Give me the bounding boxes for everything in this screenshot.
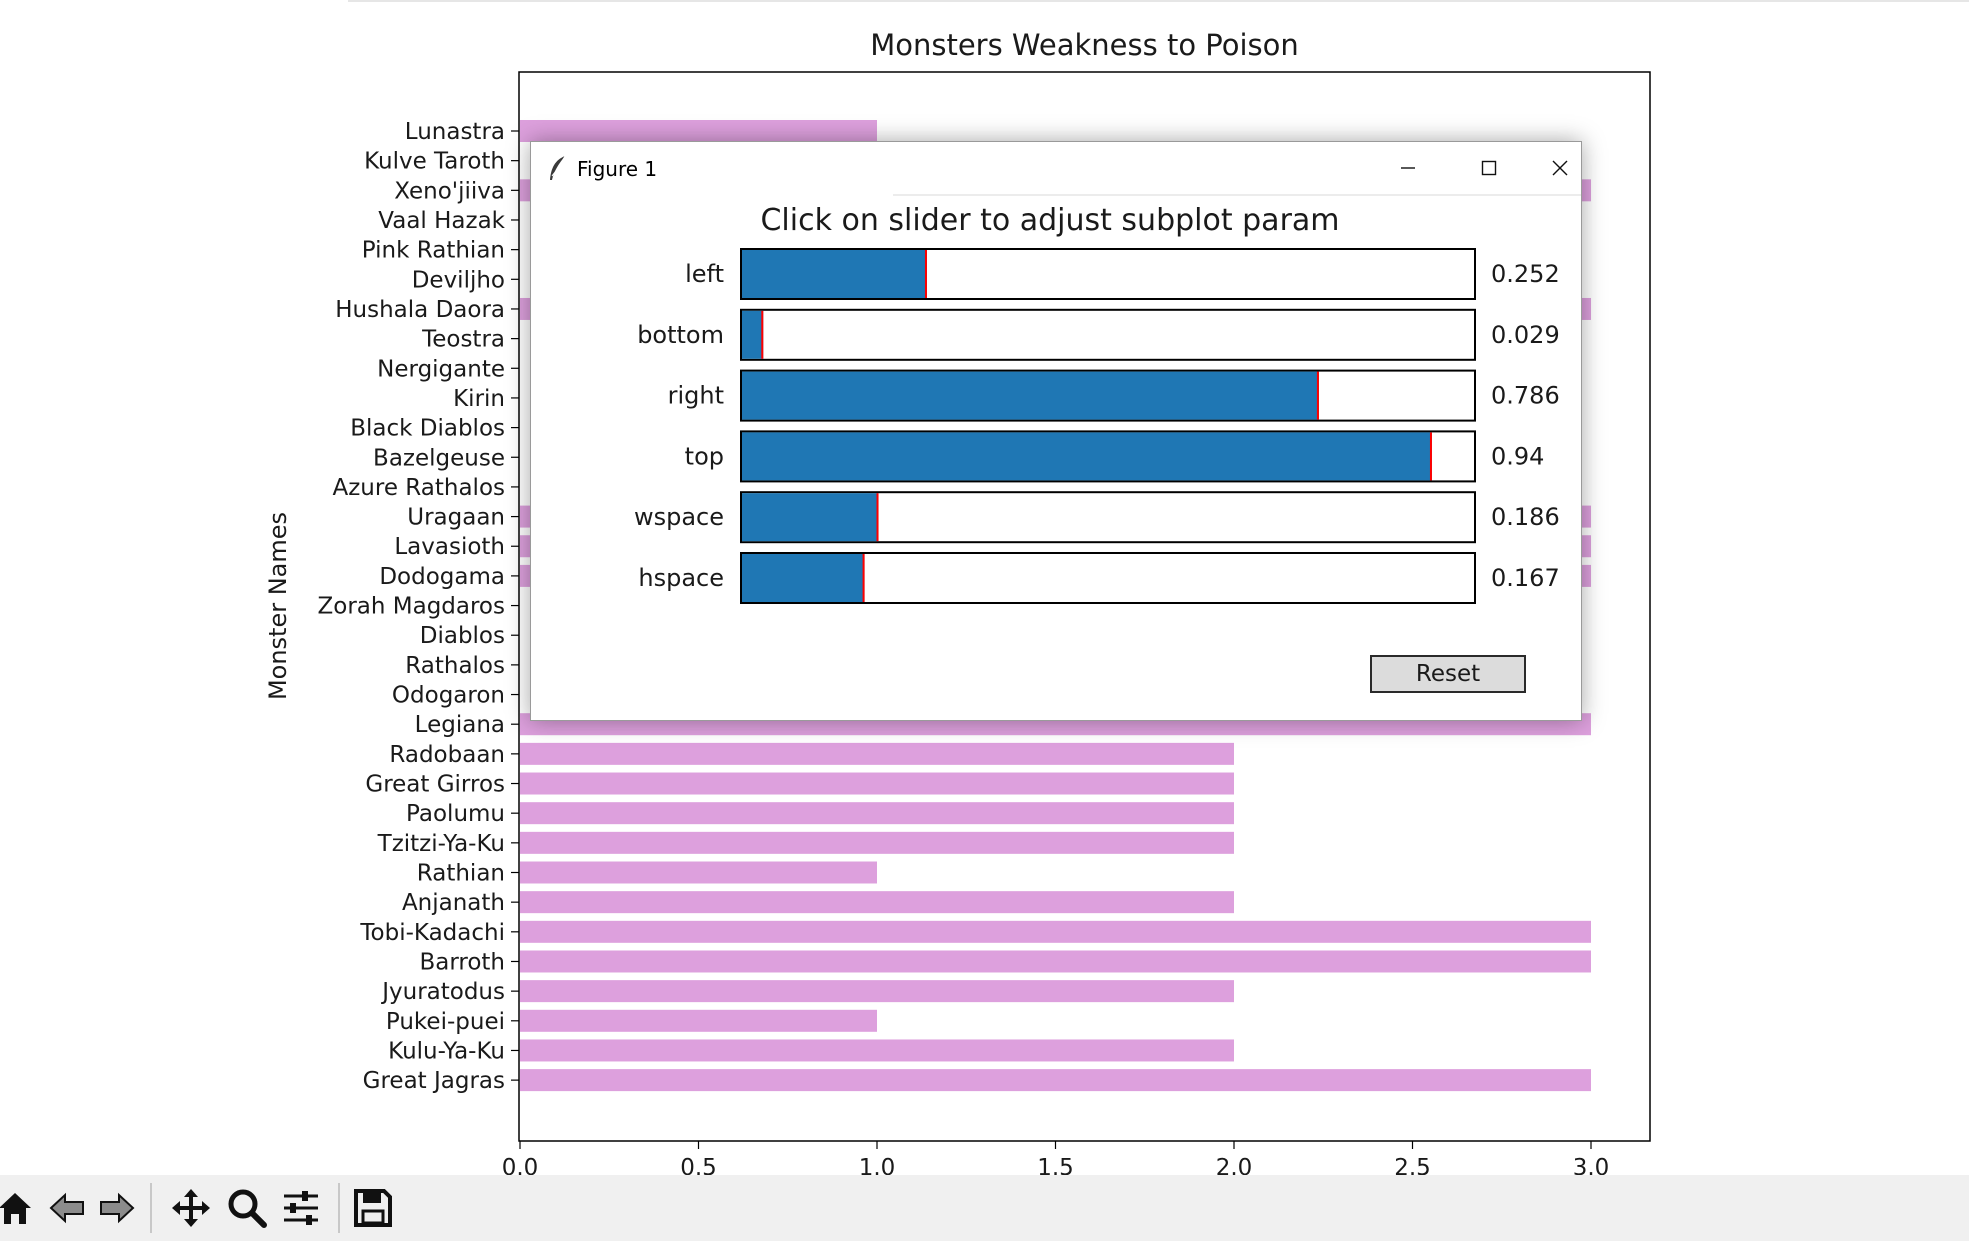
y-tick-label: Great Girros [365,772,505,798]
y-tick-label: Lunastra [405,119,505,145]
y-tick-label: Kulu-Ya-Ku [388,1038,505,1064]
x-tick-label: 1.0 [859,1155,896,1175]
slider-value: 0.94 [1491,442,1544,470]
slider-panel: Click on slider to adjust subplot param l… [634,194,1581,604]
bar [520,1039,1234,1062]
home-icon[interactable] [0,1185,38,1231]
y-tick-label: Zorah Magdaros [317,594,505,620]
y-tick-label: Jyuratodus [380,979,505,1005]
bar [520,920,1591,943]
slider-fill [742,250,927,298]
bar [520,831,1234,854]
y-tick-label: Azure Rathalos [333,475,506,501]
bar [520,772,1234,795]
toolbar-separator [150,1183,152,1233]
y-tick-label: Xeno'jiiva [394,178,505,204]
dialog-title: Figure 1 [577,157,658,181]
y-tick-label: Bazelgeuse [373,445,505,471]
y-tick-label: Dodogama [379,564,505,590]
bar [520,980,1234,1003]
x-tick-label: 2.0 [1216,1155,1253,1175]
bar [520,861,877,884]
reset-button[interactable]: Reset [1370,655,1526,693]
configure-subplots-icon[interactable] [278,1185,324,1231]
feather-icon [547,154,569,186]
slider-label: wspace [634,503,724,531]
y-tick-label: Kulve Taroth [364,149,505,175]
bar [520,891,1234,914]
y-tick-label: Odogaron [392,683,505,709]
slider-fill [742,371,1319,420]
y-tick-label: Kirin [453,386,505,412]
minimize-icon[interactable] [1378,148,1438,188]
zoom-icon[interactable] [224,1185,270,1231]
y-tick-label: Great Jagras [363,1068,505,1094]
forward-icon[interactable] [94,1185,140,1231]
x-tick-label: 3.0 [1573,1155,1610,1175]
save-icon[interactable] [350,1185,396,1231]
bar [520,120,877,142]
slider-label: right [668,382,724,410]
slider-label: left [685,260,724,288]
y-tick-label: Tobi-Kadachi [359,920,505,946]
y-tick-label: Rathalos [405,653,505,679]
slider-label: top [685,442,724,470]
y-tick-label: Anjanath [402,890,505,916]
dialog-titlebar[interactable]: Figure 1 [531,142,1581,194]
slider-label: hspace [638,564,724,592]
y-tick-label: Pink Rathian [362,238,505,264]
y-tick-label: Deviljho [412,267,505,293]
slider-value: 0.167 [1491,564,1560,592]
y-tick-label: Lavasioth [394,534,505,560]
top-divider [348,0,1969,2]
y-tick-label: Paolumu [406,801,505,827]
bar [520,802,1234,825]
bar [520,950,1591,973]
plot-frame [518,71,1651,1142]
y-axis-label: Monster Names [264,512,292,700]
close-icon[interactable] [1540,148,1580,188]
y-tick-label: Teostra [421,327,505,353]
y-tick-label: Pukei-puei [386,1009,505,1035]
slider-value: 0.186 [1491,503,1560,531]
slider-fill [742,310,764,359]
y-tick-label: Tzitzi-Ya-Ku [377,831,505,857]
pan-icon[interactable] [168,1185,214,1231]
bar [520,742,1234,765]
chart-canvas: Monsters Weakness to Poison Monster Names… [264,28,1651,1175]
navigation-toolbar [0,1175,1969,1241]
x-tick-label: 0.0 [502,1155,539,1175]
slider-value: 0.029 [1491,321,1560,349]
x-tick-label: 1.5 [1037,1155,1074,1175]
x-tick-label: 0.5 [680,1155,717,1175]
y-tick-label: Black Diablos [350,416,505,442]
back-icon[interactable] [44,1185,90,1231]
maximize-icon[interactable] [1459,148,1519,188]
toolbar-separator [338,1183,340,1233]
x-tick-label: 2.5 [1394,1155,1431,1175]
slider-value: 0.252 [1491,260,1560,288]
y-tick-label: Uragaan [407,505,505,531]
bar [520,1069,1591,1092]
slider-track[interactable] [740,308,1476,361]
chart-title: Monsters Weakness to Poison [870,28,1299,62]
slider-fill [742,493,879,542]
y-tick-label: Barroth [419,949,505,975]
bar [520,1009,877,1032]
y-tick-label: Rathian [417,861,505,887]
subplot-config-dialog: Figure 1 Click on slider to adjust subpl… [530,141,1582,721]
slider-label: bottom [637,321,724,349]
y-tick-label: Hushala Daora [335,297,505,323]
slider-value: 0.786 [1491,382,1560,410]
slider-fill [742,432,1432,481]
y-tick-label: Nergigante [377,356,505,382]
y-tick-label: Vaal Hazak [378,208,505,234]
y-tick-label: Radobaan [389,742,505,768]
y-tick-label: Diablos [420,623,505,649]
y-tick-label: Legiana [415,712,505,738]
slider-fill [742,554,865,602]
dialog-heading: Click on slider to adjust subplot param [760,203,1339,238]
